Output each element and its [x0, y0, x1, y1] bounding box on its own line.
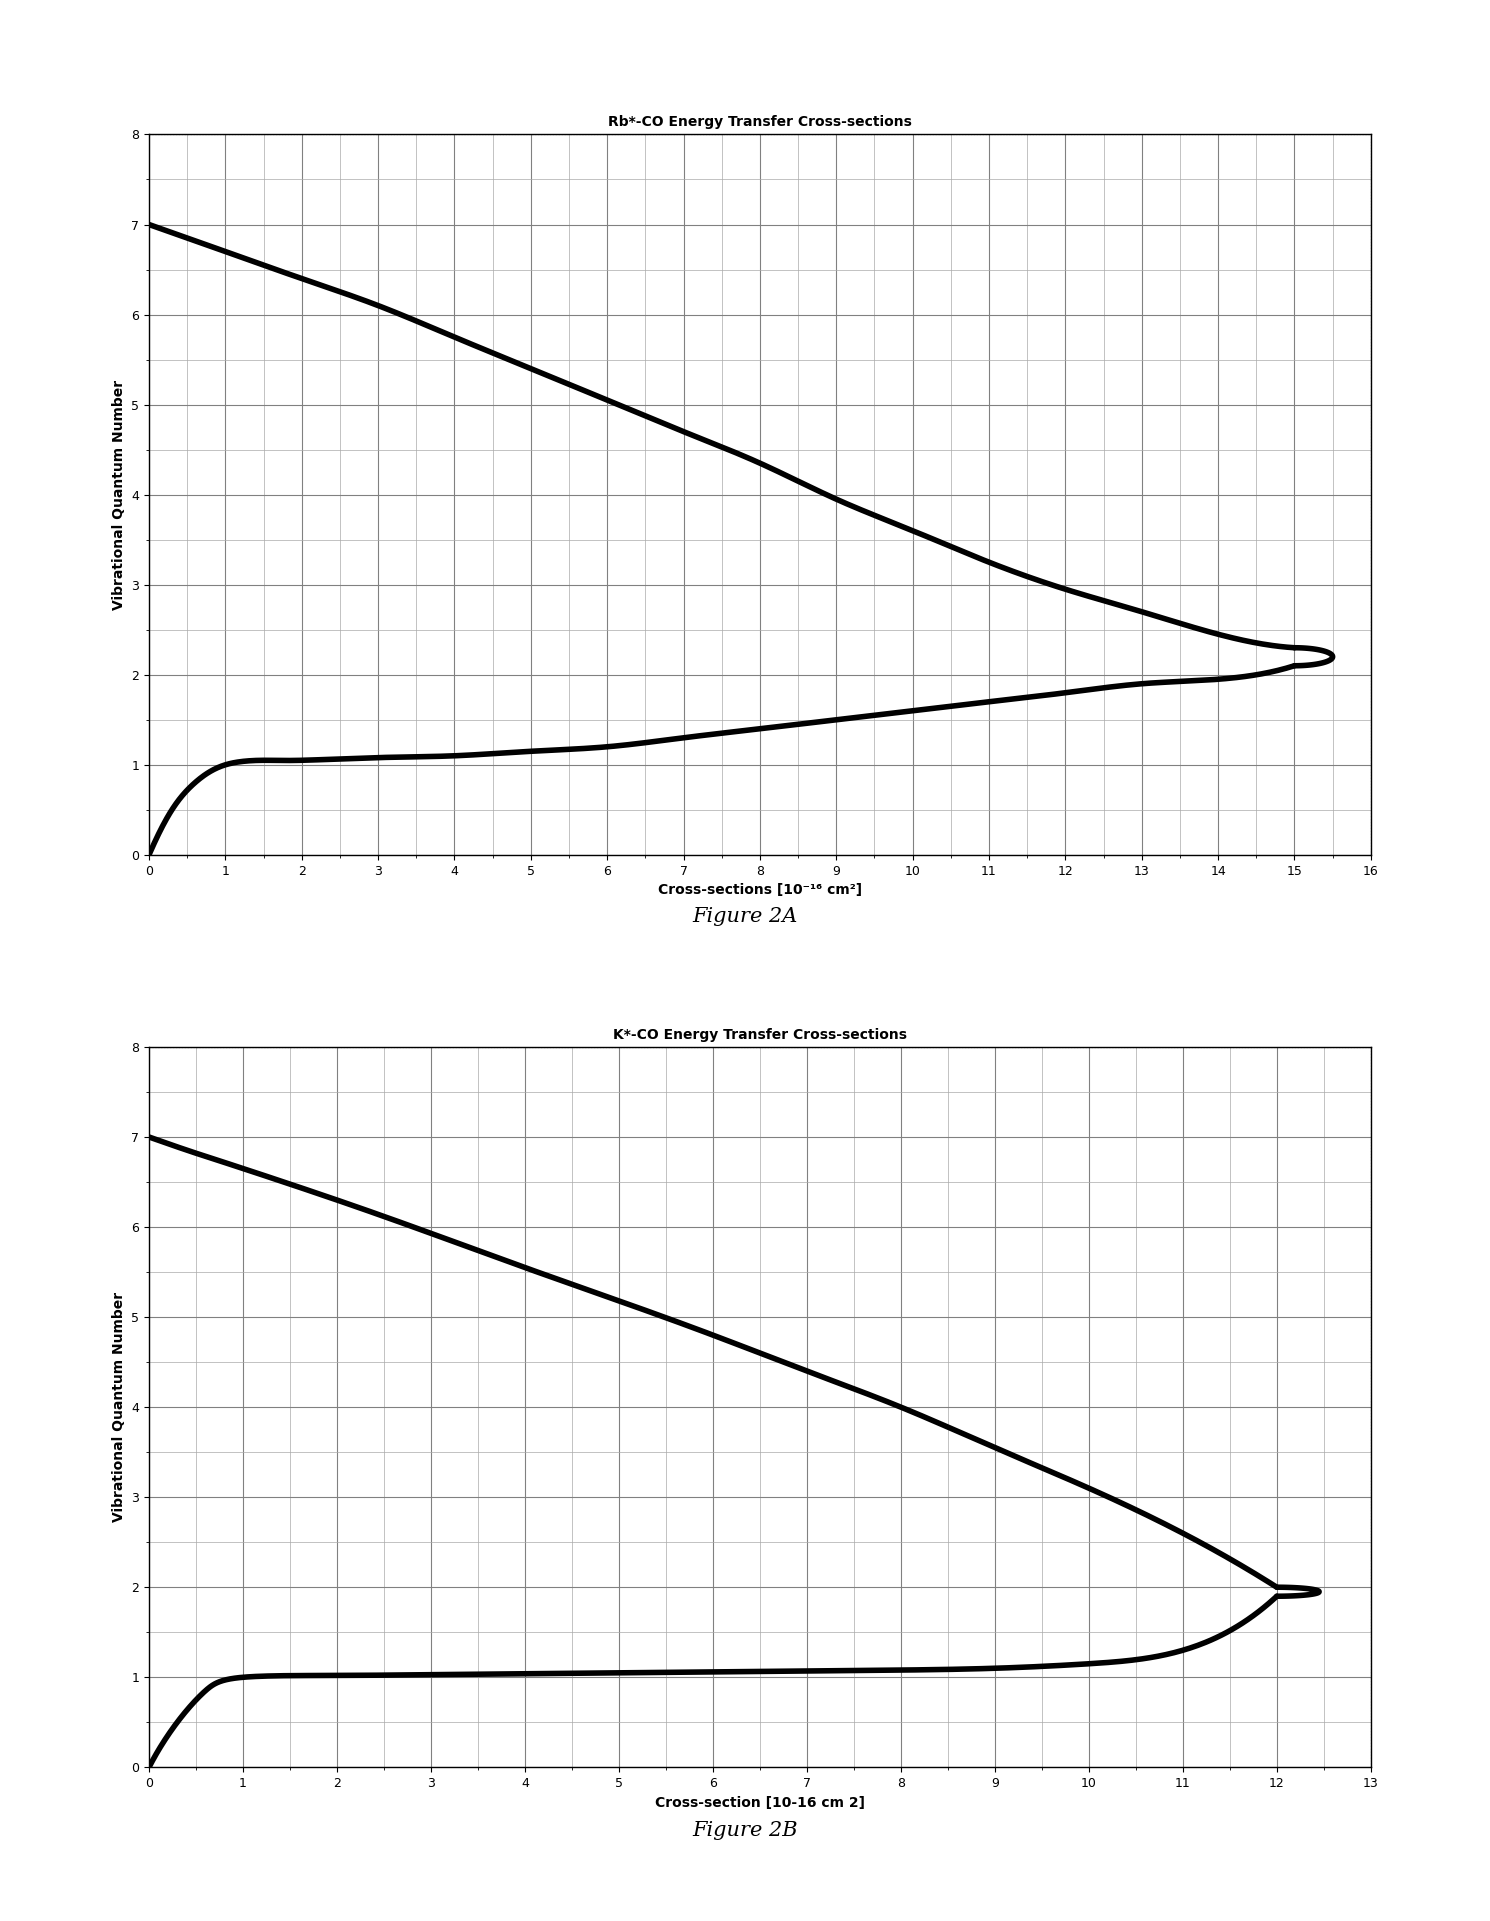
X-axis label: Cross-section [10-16 cm 2]: Cross-section [10-16 cm 2] [656, 1796, 864, 1810]
Text: Figure 2A: Figure 2A [693, 907, 797, 926]
Y-axis label: Vibrational Quantum Number: Vibrational Quantum Number [112, 380, 125, 609]
Y-axis label: Vibrational Quantum Number: Vibrational Quantum Number [112, 1293, 125, 1521]
Title: K*-CO Energy Transfer Cross-sections: K*-CO Energy Transfer Cross-sections [612, 1028, 907, 1041]
Title: Rb*-CO Energy Transfer Cross-sections: Rb*-CO Energy Transfer Cross-sections [608, 115, 912, 129]
Text: Figure 2B: Figure 2B [693, 1821, 797, 1840]
X-axis label: Cross-sections [10⁻¹⁶ cm²]: Cross-sections [10⁻¹⁶ cm²] [659, 884, 861, 897]
